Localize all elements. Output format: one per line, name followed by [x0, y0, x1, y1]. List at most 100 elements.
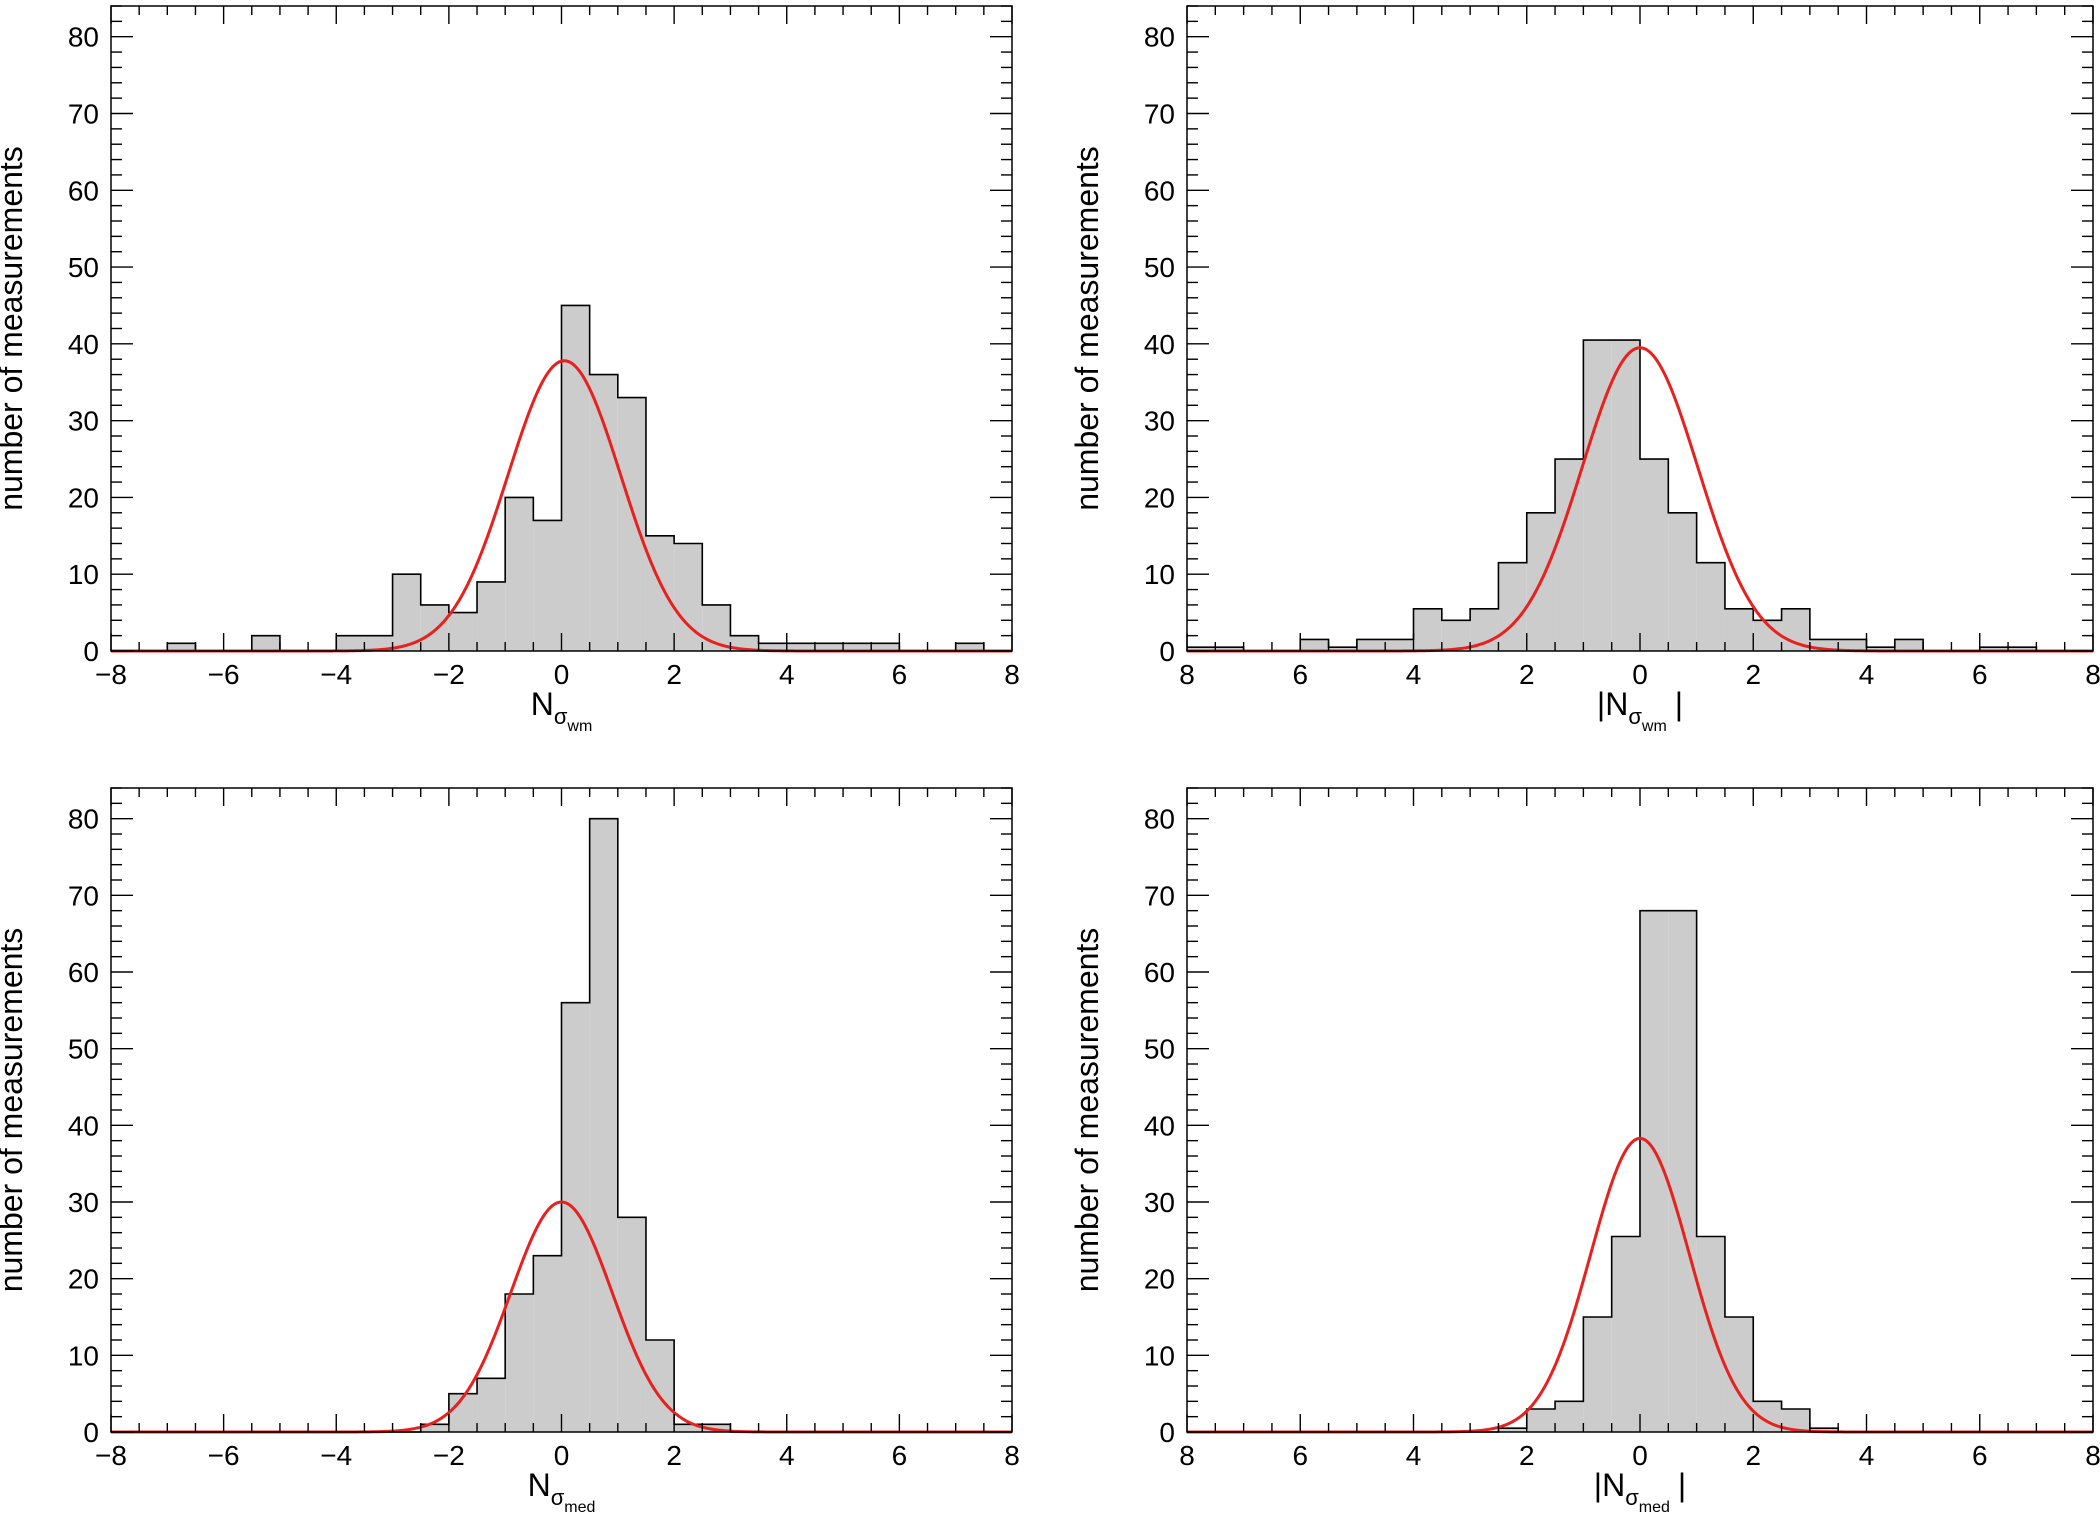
histogram-bar	[1724, 608, 1754, 651]
y-tick-label: 80	[68, 22, 99, 53]
y-tick-label: 10	[1144, 559, 1175, 590]
y-tick-label: 60	[1144, 175, 1175, 206]
y-tick-label: 10	[68, 559, 99, 590]
histogram-bar	[2008, 647, 2037, 651]
y-tick-label: 60	[68, 957, 99, 988]
histogram-bar	[505, 497, 534, 651]
histogram-bar	[1640, 459, 1669, 651]
histogram-bar	[702, 1424, 731, 1432]
histogram-bar	[1498, 562, 1527, 651]
y-tick-label: 50	[1144, 1034, 1175, 1065]
histogram-bar	[336, 635, 365, 651]
histogram-bar	[1866, 647, 1895, 651]
histogram-bar	[1526, 1409, 1556, 1432]
y-tick-label: 70	[1144, 99, 1175, 130]
histogram-bar	[645, 535, 675, 651]
y-tick-label: 60	[68, 175, 99, 206]
histogram-bar	[533, 520, 562, 651]
histogram-bar	[1583, 340, 1612, 651]
histogram-bars	[1187, 340, 2037, 651]
x-tick-label: 4	[779, 1440, 795, 1471]
histogram-bar	[1441, 620, 1471, 651]
x-tick-label: 8	[2085, 1440, 2100, 1471]
y-tick-label: 50	[1144, 252, 1175, 283]
x-tick-label: −6	[208, 1440, 240, 1471]
histogram-bar	[364, 635, 393, 651]
histogram-bar	[1696, 1236, 1725, 1432]
y-tick-label: 10	[1144, 1340, 1175, 1371]
y-tick-label: 40	[1144, 1110, 1175, 1141]
x-tick-label: 8	[1179, 1440, 1195, 1471]
x-tick-label: 2	[1745, 1440, 1761, 1471]
y-tick-label: 0	[1159, 1417, 1175, 1448]
histogram-bar	[814, 643, 844, 651]
y-tick-label: 30	[1144, 1187, 1175, 1218]
histogram-bar	[1979, 647, 2009, 651]
histogram-bar	[1668, 512, 1697, 651]
y-tick-label: 30	[68, 1187, 99, 1218]
y-tick-label: 40	[68, 329, 99, 360]
histogram-bar	[786, 643, 815, 651]
x-tick-label: 8	[1004, 1440, 1020, 1471]
x-tick-label: 0	[554, 1440, 570, 1471]
y-tick-label: 20	[1144, 1264, 1175, 1295]
histogram-bar	[477, 581, 506, 651]
x-tick-label: 2	[666, 1440, 682, 1471]
y-axis: 0 10 20 30 40 50 60 70 80	[68, 787, 1012, 1448]
x-tick-label: 6	[1292, 659, 1308, 690]
x-tick-label: 4	[1859, 659, 1875, 690]
x-tick-label: −4	[320, 659, 352, 690]
x-tick-label: 0	[1632, 659, 1648, 690]
histogram-bar	[1215, 647, 1244, 651]
x-axis: 8 6 4 2 0 2 4 6 8	[1179, 788, 2100, 1471]
y-tick-label: 80	[1144, 804, 1175, 835]
histogram-bar	[843, 643, 872, 651]
x-tick-label: 2	[1519, 659, 1535, 690]
y-axis-label: number of measurements	[0, 146, 29, 511]
y-axis-label: number of measurements	[0, 928, 29, 1293]
histogram-bar	[1300, 639, 1329, 651]
histogram-bar	[1611, 1236, 1640, 1432]
x-tick-label: 4	[1406, 659, 1422, 690]
histogram-bar	[1498, 1428, 1527, 1432]
y-tick-label: 40	[1144, 329, 1175, 360]
histogram-bar	[589, 818, 618, 1432]
histogram-bar	[561, 305, 590, 651]
histogram-bar	[420, 604, 449, 651]
histogram-bar	[1187, 647, 1216, 651]
x-axis-label: |Nσwm|	[1597, 686, 1683, 735]
x-tick-label: 8	[1179, 659, 1195, 690]
histogram-bar	[448, 612, 478, 651]
x-tick-label: 6	[892, 659, 908, 690]
y-tick-label: 10	[68, 1340, 99, 1371]
histogram-bar	[955, 643, 984, 651]
histogram-bar	[561, 1002, 590, 1432]
x-axis: 8 6 4 2 0 2 4 6 8	[1179, 6, 2100, 690]
y-axis: 0 10 20 30 40 50 60 70 80	[1144, 5, 2093, 667]
histogram-bars	[167, 305, 984, 651]
x-tick-label: −8	[95, 1440, 127, 1471]
x-axis-label: Nσmed	[528, 1467, 596, 1514]
histogram-bar	[1809, 639, 1839, 651]
histogram-bar	[1328, 647, 1357, 651]
histogram-bar	[674, 1424, 703, 1432]
y-tick-label: 70	[1144, 880, 1175, 911]
histogram-bar	[251, 635, 280, 651]
x-axis-label: |Nσmed|	[1594, 1467, 1686, 1514]
histogram-bar	[1668, 910, 1697, 1432]
x-tick-label: 4	[1406, 1440, 1422, 1471]
y-tick-label: 0	[83, 1417, 99, 1448]
y-tick-label: 0	[1159, 636, 1175, 667]
histogram-bar	[1611, 340, 1640, 651]
x-tick-label: 2	[666, 659, 682, 690]
histogram-bar	[1809, 1428, 1839, 1432]
x-tick-label: 8	[1004, 659, 1020, 690]
histogram-bar	[589, 374, 618, 651]
y-tick-label: 80	[68, 804, 99, 835]
y-tick-label: 70	[68, 880, 99, 911]
x-tick-label: 4	[1859, 1440, 1875, 1471]
histogram-bar	[1413, 608, 1442, 651]
